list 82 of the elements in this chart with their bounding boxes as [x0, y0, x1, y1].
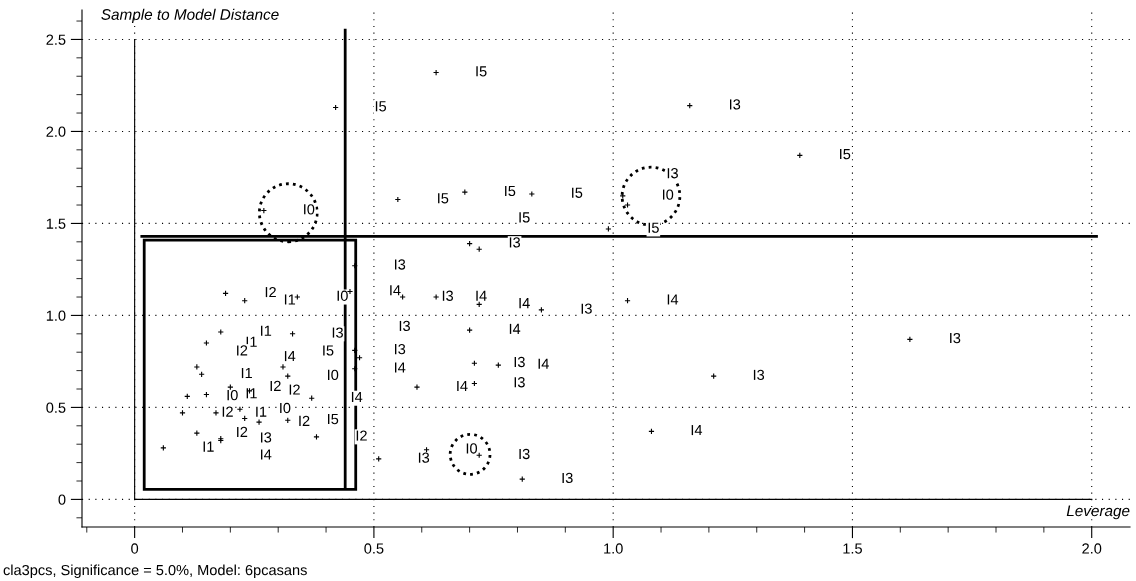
series-label: I0	[227, 389, 238, 401]
text: I3	[667, 168, 678, 179]
series-label: I4	[476, 290, 487, 301]
text: I3	[509, 237, 521, 248]
text: I3	[442, 290, 454, 301]
text: I0	[466, 443, 478, 454]
text: I4	[519, 298, 530, 309]
text: I1	[203, 441, 214, 452]
text: I0	[328, 369, 339, 381]
text: I5	[375, 101, 387, 112]
text: I4	[261, 449, 272, 460]
series-label: I2	[237, 426, 248, 437]
text: I0	[304, 204, 315, 215]
text: I5	[476, 66, 487, 77]
text: I5	[840, 149, 851, 160]
text: I2	[356, 430, 367, 441]
point	[432, 293, 440, 301]
text: I2	[265, 286, 276, 298]
text: I2	[270, 380, 281, 391]
text: I4	[667, 294, 679, 305]
point	[217, 328, 224, 336]
x-tick-label: 0	[131, 543, 139, 554]
text: I1	[284, 294, 296, 305]
point	[279, 363, 287, 371]
y-tick-label: 0	[58, 494, 66, 505]
text: I4	[691, 425, 703, 436]
x-tick-label: 0.5	[364, 543, 384, 554]
y-tick-label: 2.5	[46, 34, 66, 45]
text: I3	[514, 377, 525, 388]
text: I4	[509, 323, 521, 334]
point	[203, 339, 210, 347]
point	[528, 190, 535, 198]
text: I5	[505, 185, 516, 197]
text: I4	[538, 358, 549, 369]
point	[212, 409, 220, 417]
text: I4	[390, 285, 401, 296]
text: I3	[729, 99, 741, 110]
text: I4	[395, 362, 406, 373]
text: I3	[950, 332, 961, 344]
text: I3	[418, 452, 430, 463]
text: I1	[256, 406, 267, 417]
text: I3	[562, 472, 573, 484]
text: I3	[399, 320, 410, 332]
x-tick-label: 2.0	[1082, 543, 1102, 554]
y-tick-label: 2.0	[46, 126, 66, 137]
x-tick-label: 1.5	[843, 543, 862, 554]
text: I1	[261, 325, 272, 336]
text: I2	[222, 406, 233, 417]
text: I0	[337, 290, 348, 301]
text: I3	[519, 448, 530, 460]
series-label: I5	[438, 193, 449, 204]
text: I3	[581, 303, 592, 314]
series-label: I3	[332, 327, 343, 338]
text: I4	[457, 380, 468, 391]
text: I3	[261, 432, 272, 443]
point	[624, 201, 631, 209]
text: I2	[289, 384, 300, 395]
y-tick-label: 1.0	[46, 310, 66, 321]
text: I5	[519, 212, 530, 223]
text: I4	[351, 391, 363, 402]
text: I0	[280, 402, 291, 414]
text: I3	[395, 343, 406, 355]
text: cla3pcs, Significance = 5.0%, Model: 6pcasans	[3, 564, 307, 579]
text: I5	[648, 222, 659, 233]
y-axis-title: Sample to Model Distance	[101, 8, 279, 23]
text: I0	[662, 189, 674, 200]
y-tick-label: 1.5	[46, 218, 66, 229]
text: I1	[246, 388, 257, 399]
text: I1	[241, 368, 252, 379]
text: I4	[284, 351, 296, 362]
point	[413, 384, 421, 391]
x-tick-label: 1.0	[604, 543, 623, 554]
x-axis-title: Leverage	[1066, 505, 1130, 520]
text: I2	[237, 345, 248, 356]
text: I2	[299, 415, 310, 426]
text: I5	[328, 414, 339, 425]
y-tick-label: 0.5	[46, 402, 66, 413]
text: I3	[395, 259, 406, 270]
text: I3	[514, 356, 525, 368]
text: I5	[572, 187, 583, 198]
text: I5	[323, 345, 334, 356]
text: I3	[753, 369, 765, 381]
